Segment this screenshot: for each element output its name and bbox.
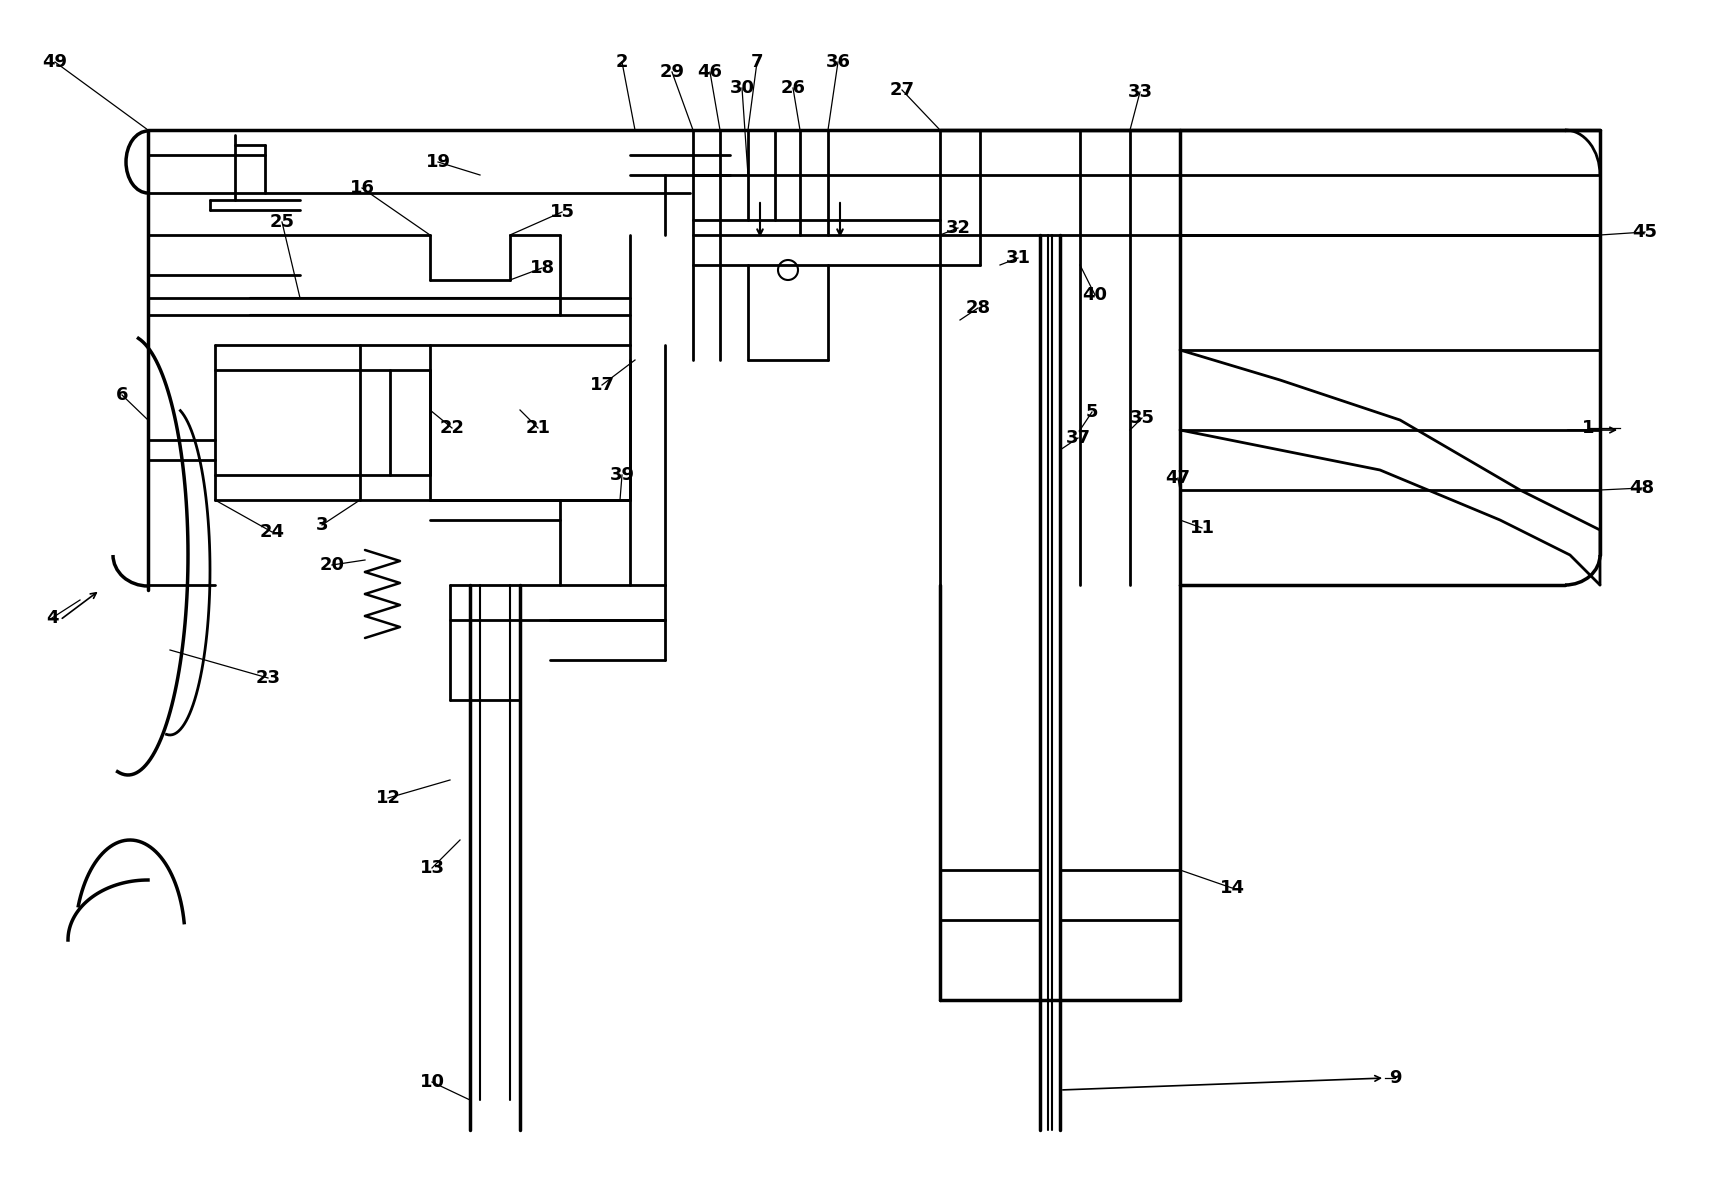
Text: 30: 30 <box>729 79 755 97</box>
Text: 40: 40 <box>1083 287 1107 304</box>
Text: 27: 27 <box>889 81 915 99</box>
Text: 22: 22 <box>440 419 464 437</box>
Text: 3: 3 <box>316 516 328 534</box>
Text: 33: 33 <box>1128 83 1152 101</box>
Text: 48: 48 <box>1630 480 1655 497</box>
Text: 10: 10 <box>419 1073 445 1090</box>
Text: 15: 15 <box>550 202 574 221</box>
Text: 2: 2 <box>615 53 627 71</box>
Text: 45: 45 <box>1633 223 1657 242</box>
Text: 26: 26 <box>780 79 806 97</box>
Text: 11: 11 <box>1190 519 1215 538</box>
Text: 1: 1 <box>1581 419 1594 437</box>
Text: 49: 49 <box>43 53 67 71</box>
Text: 21: 21 <box>526 419 550 437</box>
Text: 16: 16 <box>349 179 375 197</box>
Text: 35: 35 <box>1129 408 1155 427</box>
Text: 20: 20 <box>320 556 344 574</box>
Text: 46: 46 <box>698 63 722 81</box>
Text: 24: 24 <box>260 523 285 541</box>
Text: 25: 25 <box>270 213 294 231</box>
Text: 9: 9 <box>1389 1069 1401 1087</box>
Text: 13: 13 <box>419 860 445 877</box>
Text: 23: 23 <box>256 669 280 687</box>
Text: 4: 4 <box>46 609 58 628</box>
Text: 5: 5 <box>1086 403 1098 422</box>
Text: 19: 19 <box>426 153 450 170</box>
Text: 37: 37 <box>1066 429 1090 448</box>
Text: 6: 6 <box>115 386 129 404</box>
Text: 31: 31 <box>1006 249 1030 268</box>
Text: 29: 29 <box>660 63 684 81</box>
Text: 28: 28 <box>966 300 990 317</box>
Text: 32: 32 <box>945 219 971 237</box>
Text: 14: 14 <box>1219 879 1245 897</box>
Text: 36: 36 <box>825 53 851 71</box>
Text: 7: 7 <box>751 53 763 71</box>
Text: 39: 39 <box>610 466 634 484</box>
Text: 12: 12 <box>375 789 401 807</box>
Text: 47: 47 <box>1165 469 1191 487</box>
Text: 18: 18 <box>529 259 555 277</box>
Text: 17: 17 <box>590 377 614 394</box>
